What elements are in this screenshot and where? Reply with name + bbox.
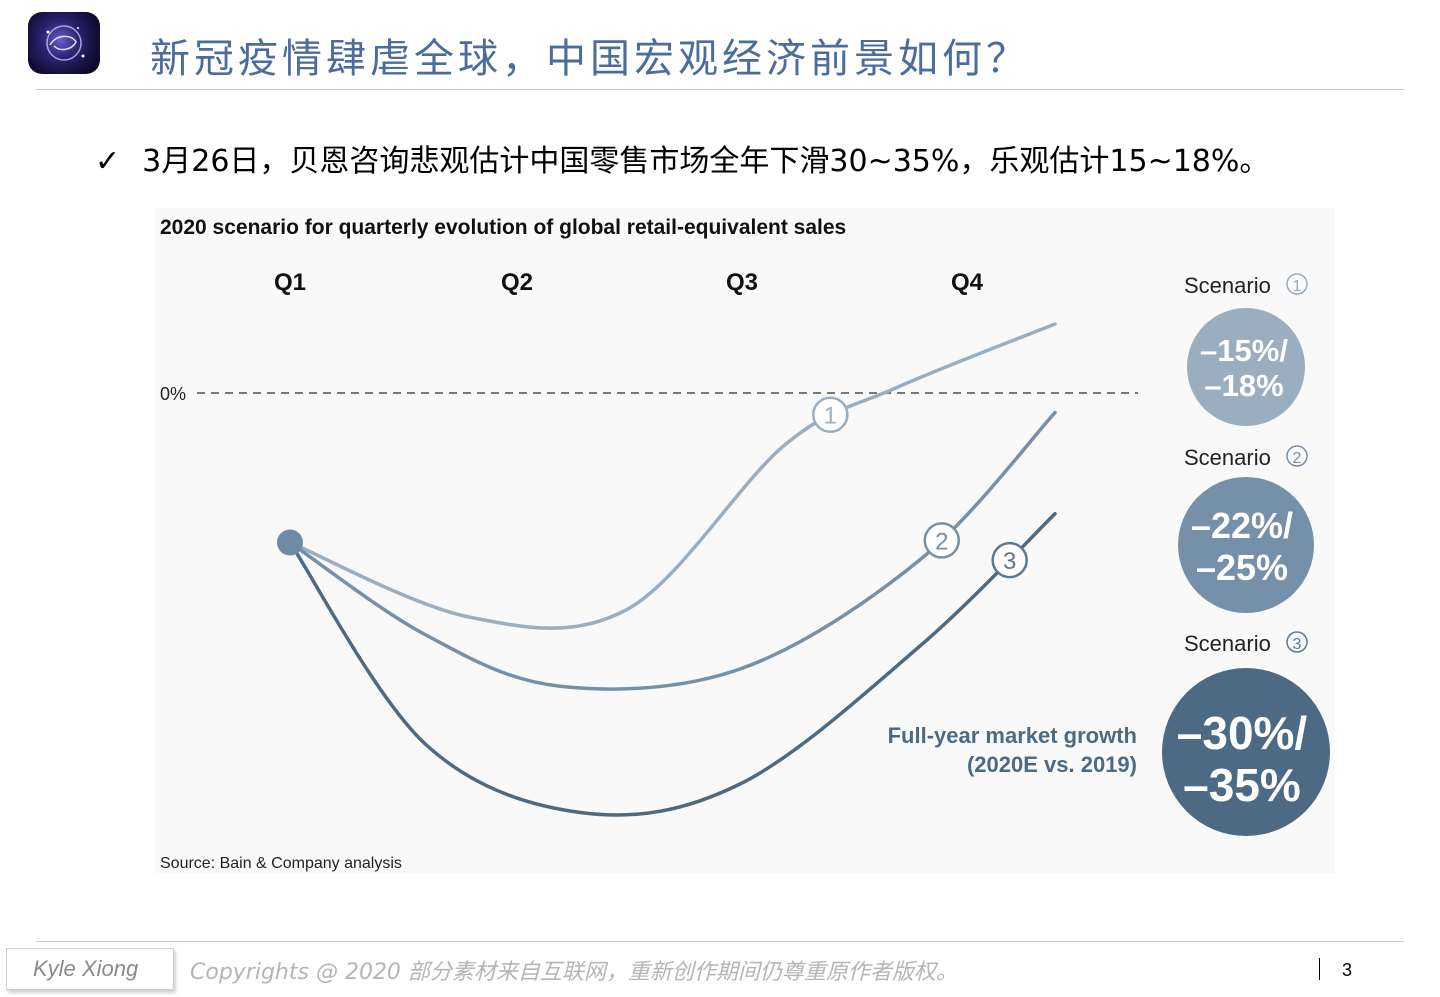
scenario-label: Scenario: [1184, 273, 1271, 298]
footer-divider: [36, 941, 1404, 942]
chart-title: 2020 scenario for quarterly evolution of…: [160, 216, 846, 239]
scenario-marker-number: 1: [824, 403, 837, 430]
quarter-label: Q1: [274, 269, 306, 296]
scenario-number-badge: [1286, 631, 1308, 653]
scenario-label: Scenario: [1184, 631, 1271, 656]
scenario-label: Scenario: [1184, 445, 1271, 470]
bullet-text: 3月26日，贝恩咨询悲观估计中国零售市场全年下滑30~35%，乐观估计15~18…: [142, 144, 1270, 179]
growth-circle: [1187, 308, 1305, 426]
growth-annotation-line2: (2020E vs. 2019): [967, 752, 1137, 777]
check-icon: ✓: [95, 144, 121, 179]
chart-background: [155, 208, 1335, 873]
series-line: [288, 512, 1057, 817]
scenario-number-badge: [1286, 273, 1308, 295]
header-divider: [36, 89, 1404, 90]
growth-value: –30%/: [1177, 707, 1308, 759]
growth-value: –22%/: [1191, 505, 1293, 546]
scenario-number: 1: [1293, 278, 1302, 295]
scenario-marker-number: 2: [935, 528, 948, 555]
scenario-marker: 3: [991, 541, 1028, 579]
scenario-marker-number: 3: [1003, 548, 1016, 575]
series-line: [288, 322, 1057, 630]
footer-separator: [1319, 958, 1320, 980]
quarter-label: Q2: [501, 269, 533, 296]
bullet-point: ✓ 3月26日，贝恩咨询悲观估计中国零售市场全年下滑30~35%，乐观估计15~1…: [95, 136, 1269, 180]
scenario-number: 2: [1293, 450, 1302, 467]
scenario-number-badge: [1286, 445, 1308, 467]
scenario-marker: 2: [923, 522, 961, 559]
baseline-label: 0%: [160, 384, 186, 404]
logo-swirl-icon: [46, 25, 85, 61]
start-point: [277, 529, 303, 556]
scenario-number: 3: [1293, 636, 1302, 653]
growth-circle: [1162, 668, 1330, 836]
copyright-notice: Copyrights @ 2020 部分素材来自互联网，重新创作期间仍尊重原作者…: [190, 960, 958, 985]
quarter-label: Q3: [726, 269, 758, 296]
logo: [28, 12, 100, 74]
author-name: Kyle Xiong: [6, 948, 174, 990]
chart-source: Source: Bain & Company analysis: [160, 855, 402, 872]
growth-value: –15%/: [1200, 333, 1288, 368]
growth-value: –18%: [1204, 368, 1283, 403]
page-number: 3: [1342, 960, 1353, 980]
growth-value: –25%: [1196, 547, 1288, 588]
page-title: 新冠疫情肆虐全球，中国宏观经济前景如何？: [150, 36, 1030, 82]
scenario-marker: 1: [812, 396, 849, 433]
growth-annotation-line1: Full-year market growth: [888, 723, 1137, 748]
quarter-label: Q4: [951, 269, 984, 296]
growth-value: –35%: [1183, 759, 1301, 811]
growth-circle: [1178, 477, 1314, 613]
